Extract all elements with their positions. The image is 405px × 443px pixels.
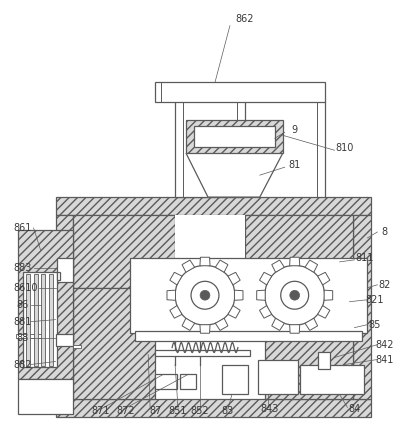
Bar [155,374,177,389]
Text: 852: 852 [191,406,209,416]
Polygon shape [18,230,73,380]
Text: 842: 842 [375,340,394,350]
Bar [34,274,38,365]
Polygon shape [257,290,265,300]
Polygon shape [55,197,371,215]
Polygon shape [228,272,240,285]
Polygon shape [182,318,195,330]
Text: 861: 861 [13,223,32,233]
Circle shape [200,290,210,300]
Circle shape [281,281,309,309]
Polygon shape [73,215,175,288]
Circle shape [191,281,219,309]
Text: 8: 8 [382,227,388,237]
Text: 883: 883 [13,263,32,273]
Polygon shape [260,306,272,318]
Polygon shape [200,257,210,266]
Text: 871: 871 [91,406,110,416]
Polygon shape [272,318,284,330]
Text: 811: 811 [355,253,374,263]
Text: 82: 82 [378,280,390,290]
Text: 8610: 8610 [13,283,38,293]
Text: 84: 84 [348,404,360,414]
Text: 862: 862 [236,14,254,23]
Bar [130,258,367,333]
Text: 882: 882 [13,360,32,369]
Polygon shape [73,288,155,400]
Bar [318,352,330,369]
Bar [55,334,73,346]
Bar [186,120,283,153]
Bar [258,360,298,394]
Polygon shape [245,215,354,288]
Bar [58,258,73,282]
Text: 810: 810 [335,143,354,153]
Polygon shape [182,260,195,272]
Polygon shape [290,257,300,266]
Text: 87: 87 [149,406,161,416]
Text: 872: 872 [116,406,134,416]
Polygon shape [318,306,330,318]
Bar [73,345,81,348]
Bar [175,85,245,197]
Bar [23,272,57,368]
Text: 821: 821 [365,295,384,305]
Bar [18,380,73,414]
Bar [16,334,43,338]
Text: 9: 9 [292,125,298,135]
Text: 843: 843 [260,404,279,414]
Polygon shape [234,290,243,300]
Polygon shape [170,272,182,285]
Bar [26,274,30,365]
Text: 851: 851 [169,406,188,416]
Text: 86: 86 [17,300,29,310]
Polygon shape [55,400,371,417]
Polygon shape [186,153,283,197]
Polygon shape [260,272,272,285]
Bar [155,350,250,356]
Bar [49,274,53,365]
Polygon shape [215,318,228,330]
Polygon shape [167,290,175,300]
Polygon shape [324,290,333,300]
Bar [41,274,45,365]
Polygon shape [228,306,240,318]
Bar [180,374,196,389]
Polygon shape [354,215,371,400]
Polygon shape [290,325,300,333]
Text: 841: 841 [375,354,394,365]
Polygon shape [215,260,228,272]
Text: 83: 83 [222,406,234,416]
Polygon shape [305,260,318,272]
Circle shape [265,265,324,325]
Bar [57,272,60,280]
Polygon shape [175,215,245,288]
Bar [135,330,362,341]
Polygon shape [305,318,318,330]
Circle shape [175,265,235,325]
Polygon shape [318,272,330,285]
Text: 88: 88 [17,333,29,342]
Text: 85: 85 [368,320,381,330]
Text: 881: 881 [13,317,32,326]
Bar [155,82,324,102]
Polygon shape [200,325,210,333]
Polygon shape [55,215,73,400]
Polygon shape [265,288,354,400]
Bar [194,126,275,147]
Polygon shape [170,306,182,318]
Polygon shape [272,260,284,272]
Circle shape [290,290,300,300]
Bar [300,365,364,394]
Bar [222,365,248,394]
Text: 81: 81 [288,160,301,170]
